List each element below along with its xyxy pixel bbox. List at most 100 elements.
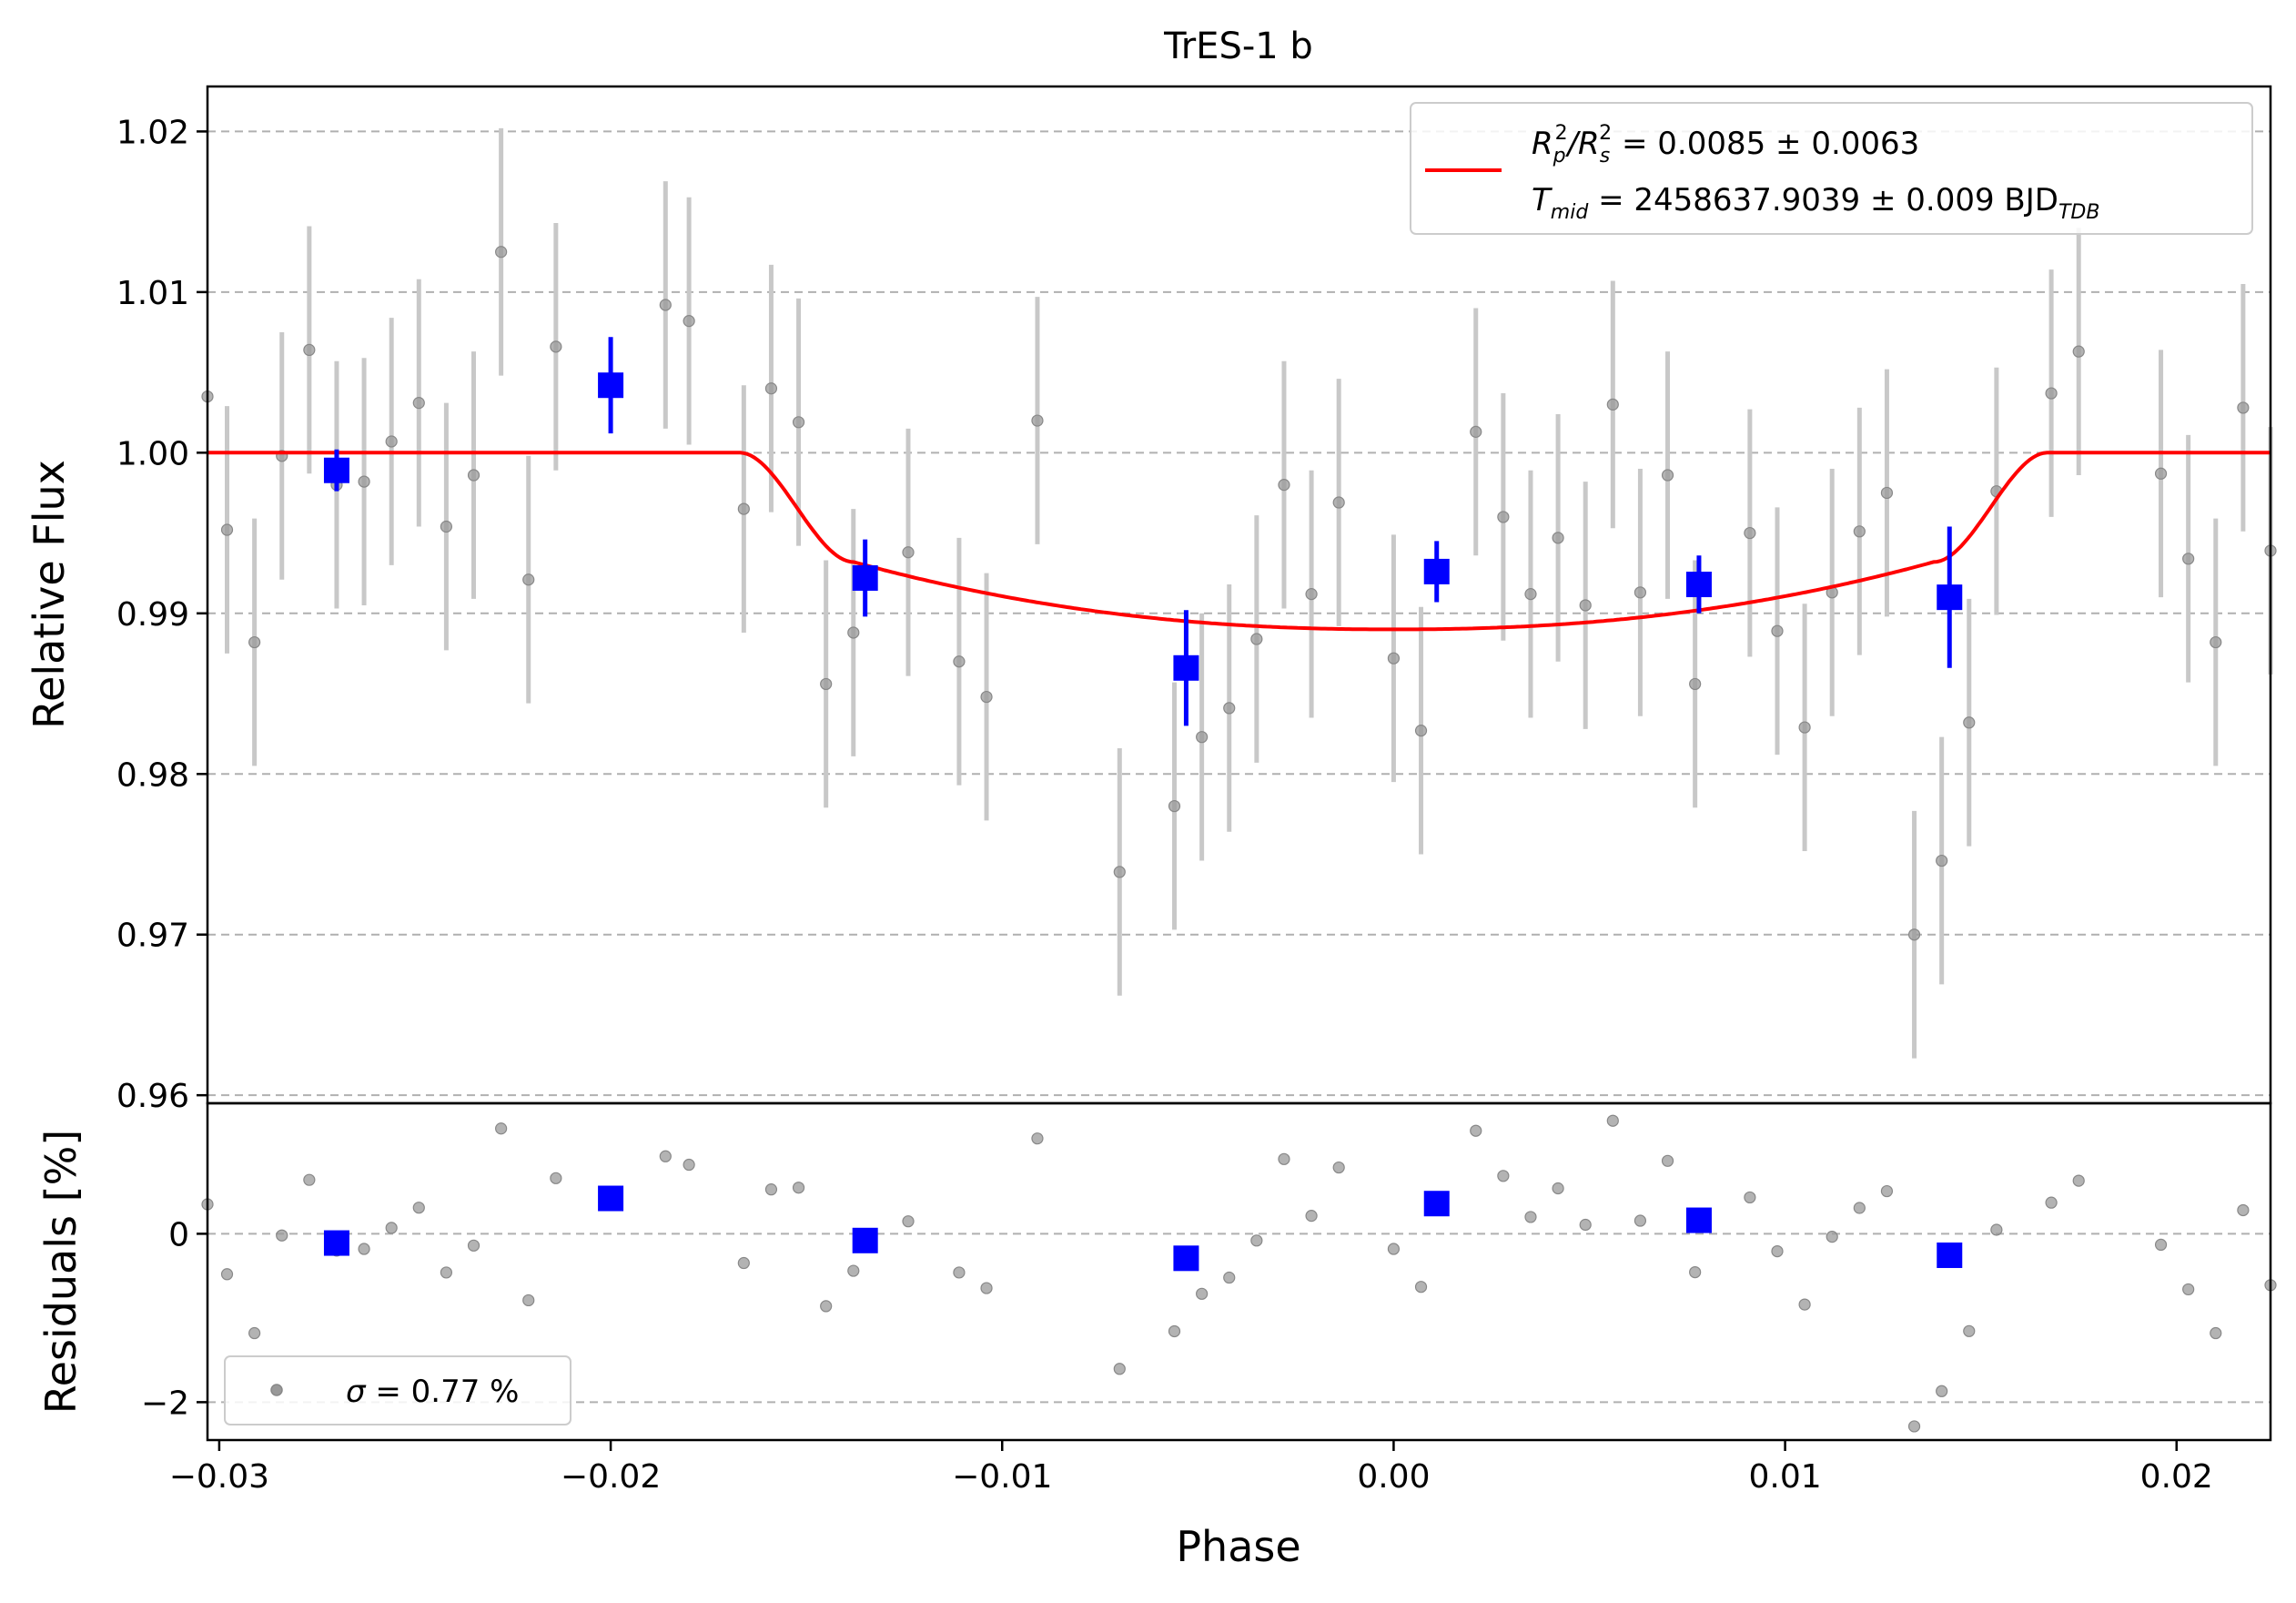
raw-point xyxy=(902,546,915,559)
x-axis-ticks: −0.03 −0.02 −0.01 0.00 0.01 0.02 xyxy=(169,1440,2213,1496)
binned-residual xyxy=(1685,1207,1712,1233)
raw-point xyxy=(412,397,425,410)
residual-point xyxy=(220,1268,234,1281)
residual-point xyxy=(550,1172,562,1184)
residual-point xyxy=(1579,1218,1592,1232)
residual-point xyxy=(820,1300,833,1313)
residual-point xyxy=(1661,1154,1674,1167)
top-y-tick-label: 0.96 xyxy=(116,1078,189,1115)
raw-point xyxy=(1305,588,1318,601)
x-tick-label: −0.03 xyxy=(169,1458,269,1496)
residual-point xyxy=(2154,1238,2168,1252)
residual-point xyxy=(1031,1132,1044,1145)
raw-point xyxy=(440,520,453,533)
raw-point xyxy=(792,416,805,429)
residual-point xyxy=(1552,1182,1564,1195)
raw-point xyxy=(1661,469,1674,482)
residual-point xyxy=(276,1229,288,1242)
raw-point xyxy=(1168,799,1181,813)
raw-point xyxy=(1880,486,1894,500)
raw-point xyxy=(1278,479,1290,492)
raw-point xyxy=(1414,725,1428,737)
residual-point xyxy=(1771,1244,1784,1258)
residual-point xyxy=(1826,1231,1838,1243)
raw-point xyxy=(1579,599,1592,612)
bottom-y-tick-label: 0 xyxy=(168,1216,189,1253)
top-y-tick-label: 0.97 xyxy=(116,918,189,955)
legend-p-subscript: p xyxy=(1553,145,1566,167)
legend-tdb-subscript: TDB xyxy=(2058,201,2099,224)
residual-point xyxy=(2210,1326,2222,1340)
top-y-tick-label: 0.98 xyxy=(116,756,189,794)
residual-point xyxy=(495,1122,508,1135)
raw-point xyxy=(1223,702,1236,715)
raw-point xyxy=(953,655,966,668)
bottom-panel-frame xyxy=(206,1101,2272,1442)
residual-point xyxy=(1633,1214,1647,1227)
raw-point xyxy=(847,626,860,639)
residual-point xyxy=(248,1326,261,1340)
binned-point xyxy=(1685,572,1712,598)
residual-point xyxy=(2237,1203,2250,1217)
binned-residual xyxy=(323,1230,349,1256)
top-legend: Rp2/Rs2 = 0.0085 ± 0.0063 Tmid = 2458637… xyxy=(1410,102,2253,235)
raw-point xyxy=(980,690,993,704)
top-panel-gridlines xyxy=(207,130,2271,1097)
binned-point xyxy=(598,372,624,399)
raw-point xyxy=(1798,721,1811,734)
residual-point xyxy=(1250,1234,1263,1247)
raw-point xyxy=(683,315,695,328)
raw-point xyxy=(737,502,750,515)
raw-point xyxy=(2182,553,2195,565)
residual-point xyxy=(980,1282,993,1294)
raw-point xyxy=(1744,526,1756,540)
raw-point xyxy=(1031,414,1044,427)
top-legend-line2: Tmid = 2458637.9039 ± 0.009 BJDTDB xyxy=(1532,182,2099,224)
legend-sigma-value: = 0.77 % xyxy=(366,1374,520,1410)
residual-point xyxy=(1880,1184,1894,1198)
top-legend-line1: Rp2/Rs2 = 0.0085 ± 0.0063 xyxy=(1532,122,1919,167)
residual-point xyxy=(1963,1324,1976,1337)
raw-point xyxy=(550,340,562,353)
x-axis-label: Phase xyxy=(1176,1522,1300,1571)
binned-residual xyxy=(1937,1242,1963,1268)
residual-point xyxy=(1936,1385,1948,1397)
residual-point xyxy=(1387,1243,1401,1255)
residual-point xyxy=(1689,1265,1702,1279)
raw-point xyxy=(1113,866,1126,878)
legend-s-subscript: s xyxy=(1600,145,1610,167)
bottom-panel-binned-residuals xyxy=(323,1185,1963,1272)
x-tick-label: −0.02 xyxy=(561,1458,661,1496)
raw-point xyxy=(1963,716,1976,729)
residual-point xyxy=(1332,1161,1345,1174)
top-y-tick-label: 0.99 xyxy=(116,596,189,634)
legend-tmid-value: = 2458637.9039 ± 0.009 BJD xyxy=(1588,182,2058,218)
legend-mid-subscript: mid xyxy=(1551,201,1590,224)
raw-point xyxy=(1771,624,1784,637)
raw-point xyxy=(764,382,778,395)
legend-p-superscript: 2 xyxy=(1555,122,1568,145)
residual-point xyxy=(2182,1283,2195,1296)
binned-point xyxy=(1423,558,1450,584)
raw-point xyxy=(358,475,370,488)
residual-point xyxy=(1853,1202,1866,1214)
top-legend-box xyxy=(1410,102,2253,235)
residual-point xyxy=(1606,1114,1619,1127)
bottom-panel-ylabel: Residuals [%] xyxy=(36,1130,86,1414)
x-tick-label: 0.02 xyxy=(2140,1458,2213,1496)
residual-point xyxy=(385,1222,398,1234)
legend-r-symbol: R xyxy=(1532,126,1553,162)
raw-point xyxy=(1633,586,1647,599)
bottom-legend-text: σ = 0.77 % xyxy=(346,1374,519,1410)
binned-residual xyxy=(1423,1191,1450,1217)
raw-point xyxy=(2237,401,2250,414)
binned-point xyxy=(852,564,878,591)
residual-point xyxy=(683,1158,695,1172)
x-tick-label: −0.01 xyxy=(952,1458,1052,1496)
bottom-legend-marker xyxy=(270,1384,283,1396)
residual-point xyxy=(412,1202,425,1214)
raw-point xyxy=(820,677,833,691)
x-tick-label: 0.00 xyxy=(1357,1458,1430,1496)
residual-point xyxy=(737,1256,750,1270)
residual-point xyxy=(1168,1324,1181,1338)
